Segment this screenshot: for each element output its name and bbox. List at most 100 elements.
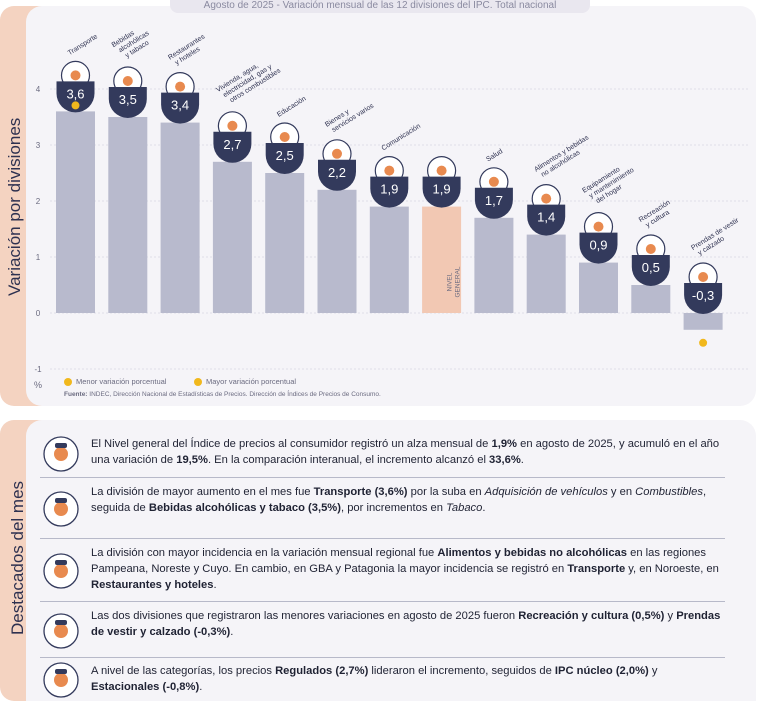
- highlight-text-segment: Prendas de vestir y calzado (-0,3%): [91, 610, 721, 638]
- highlight-text-segment: Recreación y cultura (0,5%): [518, 610, 665, 622]
- value-label: 0,5: [642, 260, 660, 275]
- highlights-card: [26, 420, 756, 701]
- highlight-text-segment: en las regiones Pampeana, Noreste y Cuyo…: [91, 547, 707, 575]
- highlight-text-segment: Combustibles: [635, 486, 703, 498]
- highlight-text-segment: en agosto de 2025, y acumuló en el año u…: [91, 438, 720, 466]
- value-badge: [265, 143, 304, 174]
- highlight-text-segment: y: [648, 665, 658, 677]
- y-tick-label: -1: [34, 365, 42, 374]
- bar: [422, 206, 462, 313]
- y-tick-label: 4: [36, 85, 41, 94]
- max-marker: [71, 101, 80, 110]
- division-icon-accent: [70, 70, 81, 81]
- highlight-text-segment: .: [482, 502, 486, 514]
- highlight-text-segment: Adquisición de vehículos: [484, 486, 608, 498]
- value-badge: [370, 176, 409, 208]
- y-tick-label: 1: [36, 253, 41, 262]
- division-icon-accent: [698, 272, 709, 282]
- legend-min-dot: [64, 378, 72, 387]
- value-label: 3,6: [66, 86, 84, 101]
- highlight-item: El Nivel general del Índice de precios a…: [40, 430, 725, 478]
- highlight-text-segment: Bebidas alcohólicas y tabaco (3,5%): [148, 502, 341, 514]
- division-icon-accent: [175, 81, 186, 92]
- chart-title: Agosto de 2025 - Variación mensual de la…: [170, 0, 590, 13]
- bar: [108, 117, 148, 313]
- division-icon-accent: [645, 244, 656, 254]
- value-label: 1,4: [537, 210, 555, 225]
- highlight-text-segment: , seguida de: [91, 486, 707, 514]
- highlight-text-segment: lideraron el incremento, seguidos de: [368, 665, 555, 677]
- value-label: 1,9: [433, 182, 451, 197]
- legend-min-label: Menor variación porcentual: [76, 377, 167, 386]
- value-badge: [474, 187, 513, 219]
- bar: [474, 217, 514, 313]
- bar: [526, 234, 566, 313]
- highlight-text-segment: Transporte: [567, 563, 626, 575]
- highlight-item: La división con mayor incidencia en la v…: [40, 540, 725, 602]
- category-label: Educación: [276, 95, 308, 118]
- category-label: Alimentos y bebidasno alcohólicas: [533, 134, 594, 180]
- bar-chart: -1 0 1 2 3 4% 3,6 Transporte 3,5 Bebidasalcohólic…: [34, 30, 748, 390]
- highlight-text-segment: La división de mayor aumento en el mes f…: [91, 486, 314, 498]
- y-unit-label: %: [34, 380, 42, 390]
- y-tick-label: 0: [36, 309, 41, 318]
- highlights-side-label: Destacados del mes: [8, 480, 27, 635]
- legend-max-dot: [194, 378, 202, 387]
- category-label: NIVELGENERAL: [447, 266, 462, 297]
- highlight-text-segment: , por incrementos en: [340, 502, 447, 514]
- value-badge: [56, 81, 95, 113]
- bar: [160, 122, 200, 313]
- value-badge: [108, 87, 147, 118]
- min-marker: [699, 338, 708, 347]
- highlight-text-segment: Estacionales (-0,8%): [91, 681, 200, 693]
- category-label: Recreacióny cultura: [638, 199, 676, 231]
- bar: [369, 206, 409, 313]
- category-label: Comunicación: [381, 123, 422, 152]
- value-label: 1,9: [380, 182, 398, 197]
- source-note: Fuente: INDEC, Dirección Nacional de Est…: [64, 391, 381, 398]
- highlight-text-segment: y, en Noroeste, en: [625, 563, 719, 575]
- umbrella-icon: [40, 610, 82, 652]
- value-label: 0,9: [589, 238, 607, 253]
- highlight-text-segment: 19,5%: [176, 454, 208, 466]
- source-label: Fuente:: [64, 391, 88, 398]
- division-icon-accent: [384, 165, 395, 176]
- food-icon: [40, 550, 82, 592]
- division-icon-accent: [122, 76, 133, 86]
- highlight-text-segment: Restaurantes y hoteles: [91, 579, 214, 591]
- value-label: 2,2: [328, 165, 346, 180]
- division-icon-accent: [332, 148, 342, 159]
- value-label: 2,7: [223, 137, 241, 152]
- value-badge: [631, 255, 670, 286]
- highlight-text: A nivel de las categorías, los precios R…: [91, 663, 721, 695]
- highlight-item: Las dos divisiones que registraron las m…: [40, 603, 725, 658]
- category-label: Restaurantesy hoteles: [167, 33, 211, 68]
- bar: [683, 313, 723, 330]
- value-label: 1,7: [485, 193, 503, 208]
- bus-icon: [40, 488, 82, 530]
- highlight-text-segment: .: [199, 681, 203, 693]
- value-badge: [579, 232, 618, 264]
- category-label-line: NIVEL: [447, 272, 454, 291]
- value-badge: [318, 159, 356, 191]
- basket-icon: [40, 433, 82, 475]
- highlight-text-segment: 1,9%: [491, 438, 517, 450]
- source-text: INDEC, Dirección Nacional de Estadística…: [89, 391, 381, 398]
- highlight-text-segment: .: [520, 454, 524, 466]
- chart-title-separator: -: [273, 0, 283, 11]
- highlight-text-segment: 33,6%: [489, 454, 521, 466]
- highlight-text-segment: A nivel de las categorías, los precios: [91, 665, 276, 677]
- category-label-line: Salud: [485, 148, 504, 163]
- highlight-text-segment: IPC núcleo (2,0%): [554, 665, 649, 677]
- category-label: Bienes yservicios varios: [324, 96, 375, 136]
- category-label: Prendas de vestiry calzado: [690, 217, 745, 259]
- highlight-text-segment: y en: [607, 486, 636, 498]
- division-icon-accent: [436, 165, 447, 176]
- value-label: 2,5: [276, 148, 294, 163]
- value-label: 3,5: [119, 92, 137, 107]
- bar: [631, 285, 671, 313]
- chart-title-text: Variación mensual de las 12 divisiones d…: [282, 0, 557, 11]
- value-label: -0,3: [692, 288, 714, 303]
- chart-period: Agosto de 2025: [203, 0, 274, 11]
- highlight-text-segment: Alimentos y bebidas no alcohólicas: [437, 547, 628, 559]
